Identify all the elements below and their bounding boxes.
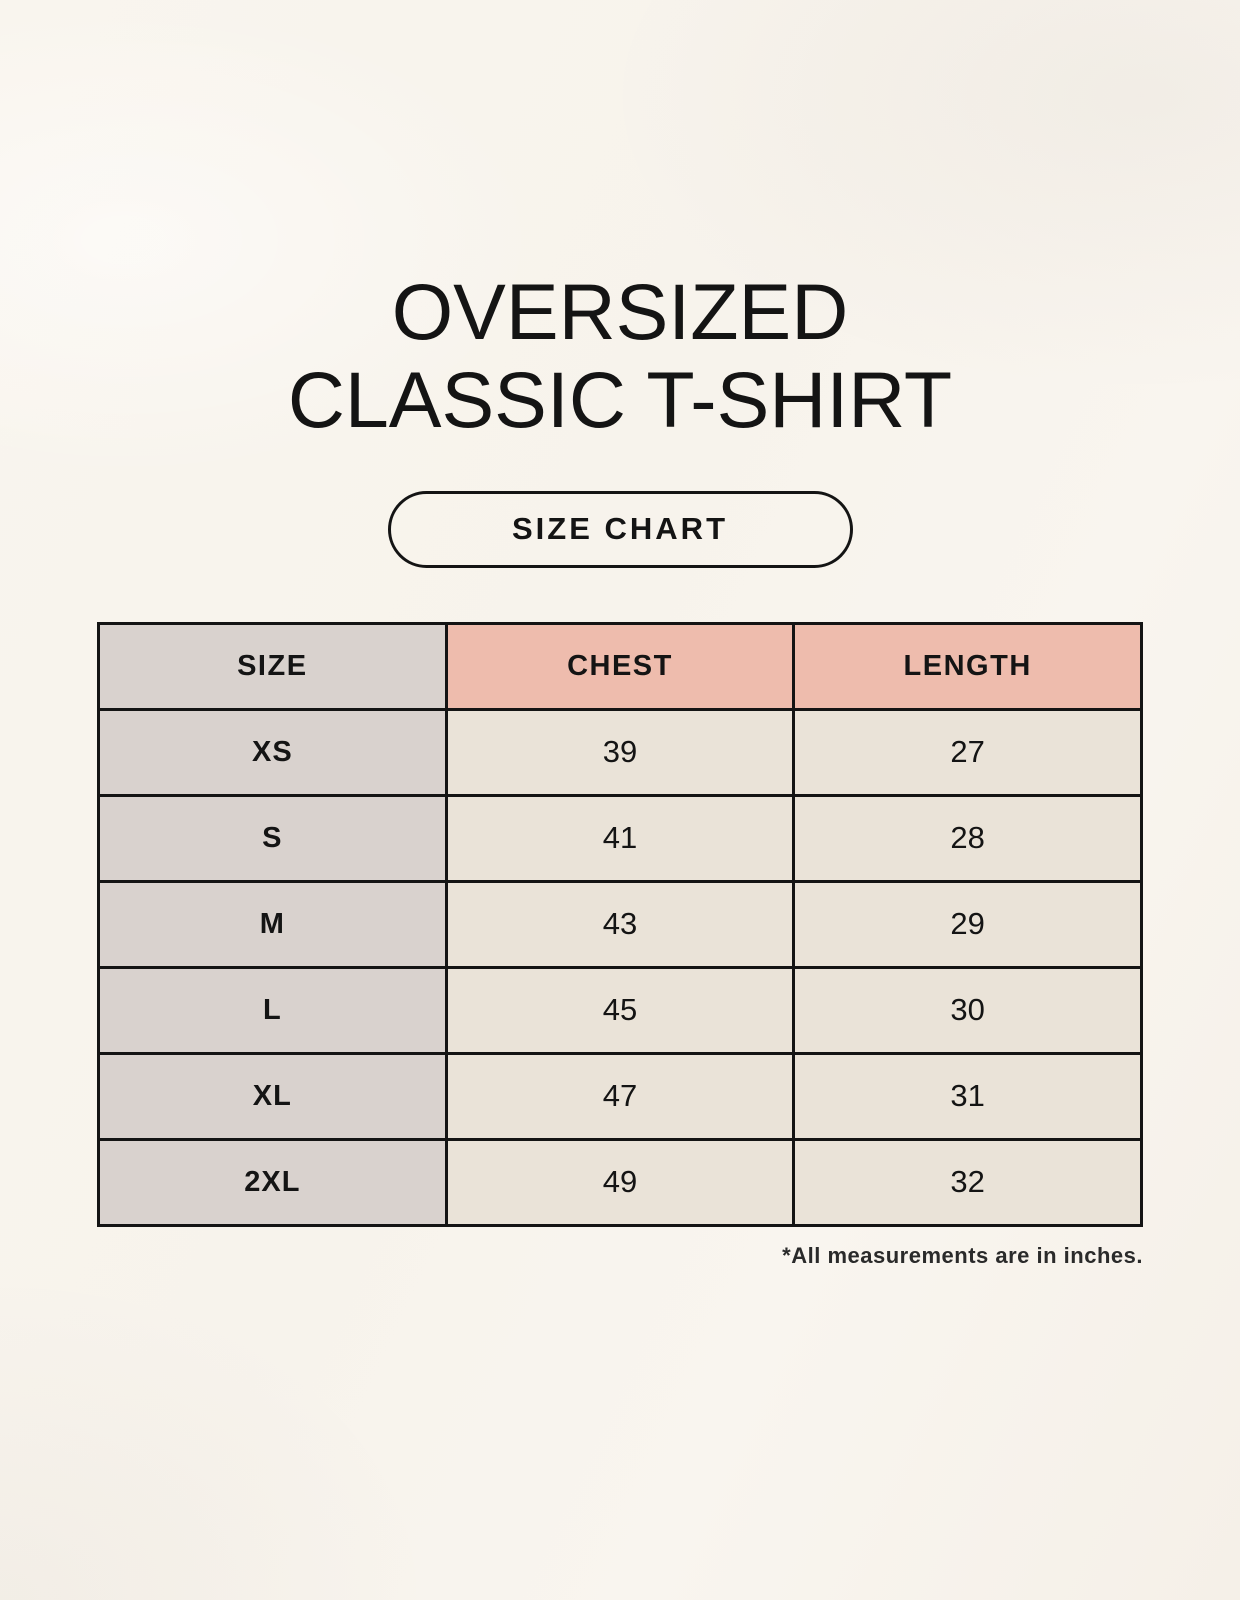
chest-value-cell: 49 — [444, 1137, 796, 1227]
size-label-cell: XL — [97, 1051, 448, 1141]
size-chart-table: SIZE CHEST LENGTH XS 39 27 S 41 28 M 43 … — [97, 621, 1143, 1227]
size-label-cell: 2XL — [97, 1137, 448, 1227]
header-cell-chest: CHEST — [444, 621, 796, 711]
page-title: OVERSIZED CLASSIC T-SHIRT — [0, 0, 1240, 445]
length-value-cell: 28 — [792, 793, 1143, 883]
table-row: M 43 29 — [97, 879, 1143, 969]
size-label-cell: S — [97, 793, 448, 883]
page-title-line1: OVERSIZED — [391, 267, 849, 356]
table-row: 2XL 49 32 — [97, 1137, 1143, 1227]
table-row: L 45 30 — [97, 965, 1143, 1055]
length-value-cell: 30 — [792, 965, 1143, 1055]
length-value-cell: 32 — [792, 1137, 1143, 1227]
measurements-footnote: *All measurements are in inches. — [782, 1242, 1143, 1268]
header-cell-size: SIZE — [97, 621, 448, 711]
chest-value-cell: 45 — [444, 965, 796, 1055]
length-value-cell: 29 — [792, 879, 1143, 969]
chest-value-cell: 41 — [444, 793, 796, 883]
badge-container: SIZE CHART — [0, 490, 1240, 568]
chest-value-cell: 47 — [444, 1051, 796, 1141]
chest-value-cell: 43 — [444, 879, 796, 969]
table-row: XS 39 27 — [97, 707, 1143, 797]
size-chart-badge[interactable]: SIZE CHART — [387, 490, 853, 568]
header-cell-length: LENGTH — [792, 621, 1143, 711]
chest-value-cell: 39 — [444, 707, 796, 797]
length-value-cell: 27 — [792, 707, 1143, 797]
size-label-cell: L — [97, 965, 448, 1055]
table-header-row: SIZE CHEST LENGTH — [97, 621, 1143, 711]
page-title-line2: CLASSIC T-SHIRT — [287, 355, 953, 445]
table-row: S 41 28 — [97, 793, 1143, 883]
size-label-cell: XS — [97, 707, 448, 797]
size-label-cell: M — [97, 879, 448, 969]
table-row: XL 47 31 — [97, 1051, 1143, 1141]
length-value-cell: 31 — [792, 1051, 1143, 1141]
